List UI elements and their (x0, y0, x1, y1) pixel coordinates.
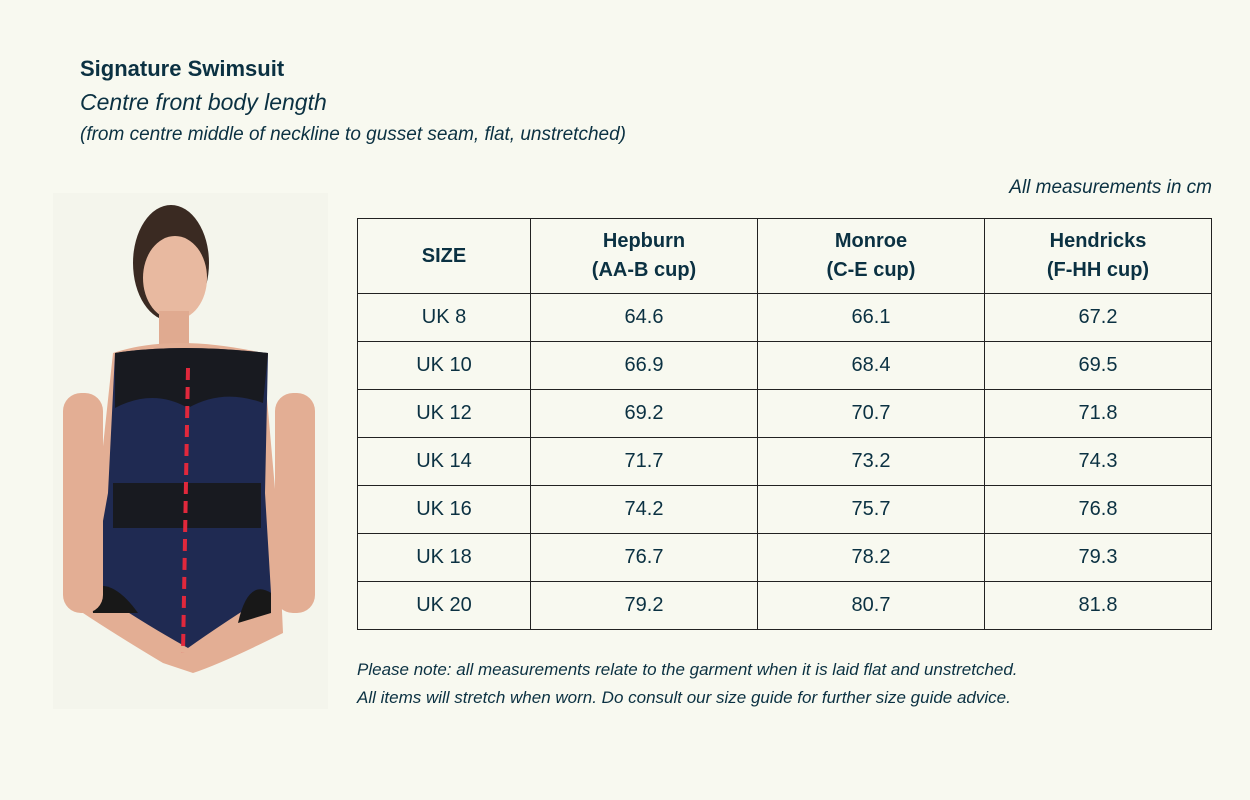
table-row: UK 18 76.7 78.2 79.3 (357, 533, 1212, 582)
table-cell: 81.8 (984, 581, 1212, 630)
table-cell: 79.3 (984, 533, 1212, 582)
table-cell: 79.2 (530, 581, 758, 630)
table-cell: 69.2 (530, 389, 758, 438)
table-cell: 76.8 (984, 485, 1212, 534)
column-header-monroe: Monroe (C-E cup) (757, 218, 985, 294)
column-header-hepburn: Hepburn (AA-B cup) (530, 218, 758, 294)
footer-note-line: All items will stretch when worn. Do con… (357, 688, 1011, 707)
table-cell: UK 18 (357, 533, 531, 582)
table-cell: UK 10 (357, 341, 531, 390)
table-cell: 75.7 (757, 485, 985, 534)
page-subtitle: Centre front body length (80, 89, 327, 115)
table-row: UK 14 71.7 73.2 74.3 (357, 437, 1212, 486)
table-row: UK 16 74.2 75.7 76.8 (357, 485, 1212, 534)
table-row: UK 12 69.2 70.7 71.8 (357, 389, 1212, 438)
size-table: SIZE Hepburn (AA-B cup) Monroe (C-E cup) H… (357, 218, 1212, 630)
units-note: All measurements in cm (1009, 177, 1212, 198)
table-cell: 73.2 (757, 437, 985, 486)
table-cell: UK 12 (357, 389, 531, 438)
table-cell: 78.2 (757, 533, 985, 582)
page-title: Signature Swimsuit (80, 56, 285, 81)
table-cell: 66.1 (757, 293, 985, 342)
table-cell: 69.5 (984, 341, 1212, 390)
model-photo (53, 193, 328, 709)
table-cell: UK 8 (357, 293, 531, 342)
footer-note-line: Please note: all measurements relate to … (357, 660, 1018, 679)
table-cell: UK 16 (357, 485, 531, 534)
table-header-row: SIZE Hepburn (AA-B cup) Monroe (C-E cup) H… (357, 218, 1212, 294)
column-header-size: SIZE (357, 218, 531, 294)
table-cell: UK 14 (357, 437, 531, 486)
table-row: UK 10 66.9 68.4 69.5 (357, 341, 1212, 390)
table-cell: 74.3 (984, 437, 1212, 486)
table-cell: UK 20 (357, 581, 531, 630)
table-cell: 80.7 (757, 581, 985, 630)
table-row: UK 8 64.6 66.1 67.2 (357, 293, 1212, 342)
measurement-description: (from centre middle of neckline to gusse… (80, 124, 626, 145)
column-header-hendricks: Hendricks (F-HH cup) (984, 218, 1212, 294)
table-cell: 64.6 (530, 293, 758, 342)
table-row: UK 20 79.2 80.7 81.8 (357, 581, 1212, 630)
table-cell: 71.7 (530, 437, 758, 486)
table-cell: 74.2 (530, 485, 758, 534)
table-cell: 70.7 (757, 389, 985, 438)
table-cell: 68.4 (757, 341, 985, 390)
table-cell: 71.8 (984, 389, 1212, 438)
table-cell: 67.2 (984, 293, 1212, 342)
table-cell: 76.7 (530, 533, 758, 582)
footer-note: Please note: all measurements relate to … (357, 656, 1018, 712)
table-cell: 66.9 (530, 341, 758, 390)
